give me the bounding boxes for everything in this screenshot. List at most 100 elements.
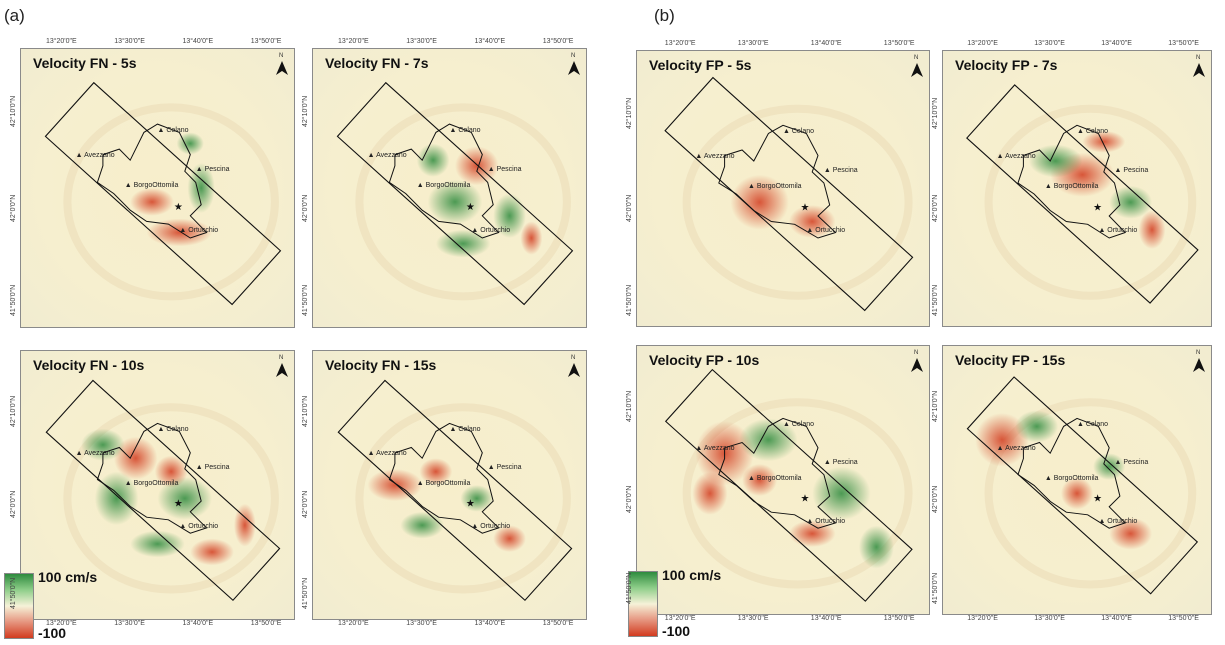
- negative-velocity-patch: [692, 471, 728, 515]
- place-label-celano: ▲ Celano: [157, 426, 189, 434]
- longitude-tick-label: 13°30'0"E: [737, 40, 769, 47]
- negative-velocity-patch: [1082, 130, 1126, 153]
- longitude-tick-label: 13°40'0"E: [1101, 615, 1132, 622]
- longitude-tick-label: 13°50'0"E: [250, 38, 282, 45]
- north-arrow-icon: N: [911, 350, 923, 374]
- longitude-tick-label: 13°20'0"E: [45, 38, 77, 45]
- positive-velocity-patch: [427, 179, 483, 225]
- epicenter-star-icon: ★: [466, 202, 475, 213]
- fucino-basin-outline: [718, 417, 837, 529]
- place-label-avezzano: ▲ Avezzano: [75, 450, 115, 458]
- place-label-pescina: ▲ Pescina: [823, 458, 858, 466]
- velocity-field-map: ★: [966, 376, 1199, 595]
- place-label-borgo: ▲ BorgoOttomila: [747, 474, 802, 482]
- negative-velocity-patch: [1060, 477, 1094, 510]
- place-label-pescina: ▲ Pescina: [1114, 166, 1149, 174]
- place-label-celano: ▲ Celano: [1077, 128, 1109, 135]
- longitude-tick-label: 13°20'0"E: [664, 615, 696, 622]
- fault-plane-rectangle: [966, 84, 1199, 304]
- longitude-tick-label: 13°50'0"E: [1168, 40, 1199, 47]
- negative-velocity-patch: [742, 463, 778, 497]
- map-panel-fp7: ★ Velocity FP - 7s N ▲ Celano ▲ Avezzano ▲ Pe…: [942, 50, 1212, 327]
- fucino-basin-outline: [1017, 417, 1127, 529]
- north-arrow-icon: N: [911, 55, 923, 79]
- velocity-field-map: ★: [336, 81, 574, 306]
- positive-velocity-patch: [858, 525, 894, 569]
- negative-velocity-patch: [233, 503, 256, 547]
- positive-velocity-patch: [812, 466, 871, 521]
- place-label-celano: ▲ Celano: [783, 421, 815, 429]
- positive-velocity-patch: [130, 530, 185, 558]
- place-label-ortucchio: ▲ Ortucchio: [806, 227, 846, 234]
- negative-velocity-patch: [419, 458, 453, 485]
- positive-velocity-patch: [739, 418, 798, 462]
- longitude-tick-label: 13°20'0"E: [45, 620, 77, 627]
- legend-min-label: -100: [38, 625, 67, 641]
- panel-title: Velocity FP - 7s: [955, 57, 1058, 73]
- positive-velocity-patch: [416, 143, 450, 177]
- legend-max-label: 100 cm/s: [38, 569, 98, 585]
- latitude-tick-label: 41°50'0"N: [302, 578, 309, 610]
- place-label-borgo: ▲ BorgoOttomila: [416, 479, 471, 487]
- negative-velocity-patch: [367, 468, 423, 502]
- place-label-borgo: ▲ BorgoOttomila: [1044, 474, 1099, 482]
- longitude-tick-label: 13°20'0"E: [664, 40, 696, 47]
- place-label-borgo: ▲ BorgoOttomila: [416, 182, 471, 190]
- place-label-avezzano: ▲ Avezzano: [75, 151, 115, 159]
- longitude-tick-label: 13°20'0"E: [337, 620, 369, 627]
- latitude-tick-label: 42°10'0"N: [10, 395, 17, 427]
- negative-velocity-patch: [454, 146, 499, 186]
- epicenter-star-icon: ★: [1093, 203, 1102, 214]
- legend-max-label: 100 cm/s: [662, 567, 722, 583]
- longitude-tick-label: 13°40'0"E: [810, 40, 842, 47]
- latitude-tick-label: 42°0'0"N: [626, 194, 633, 222]
- longitude-tick-label: 13°50'0"E: [542, 620, 574, 627]
- place-label-ortucchio: ▲ Ortucchio: [471, 226, 511, 234]
- negative-velocity-patch: [113, 436, 158, 480]
- place-label-ortucchio: ▲ Ortucchio: [179, 226, 219, 234]
- latitude-tick-label: 42°10'0"N: [932, 390, 939, 422]
- velocity-field-map: ★: [44, 81, 282, 306]
- longitude-tick-label: 13°20'0"E: [967, 40, 998, 47]
- velocity-field-map: ★: [45, 379, 281, 602]
- place-label-celano: ▲ Celano: [783, 128, 815, 135]
- fucino-basin-outline: [718, 124, 837, 239]
- place-label-pescina: ▲ Pescina: [823, 166, 858, 174]
- latitude-tick-label: 41°50'0"N: [10, 578, 17, 610]
- fucino-basin-outline: [96, 422, 208, 534]
- positive-velocity-patch: [1015, 410, 1059, 443]
- latitude-tick-label: 41°50'0"N: [10, 285, 17, 317]
- longitude-tick-label: 13°30'0"E: [114, 620, 145, 627]
- fucino-basin-outline: [388, 123, 500, 239]
- latitude-tick-label: 42°0'0"N: [10, 490, 17, 519]
- latitude-tick-label: 42°0'0"N: [932, 194, 939, 222]
- place-label-pescina: ▲ Pescina: [487, 165, 522, 173]
- latitude-tick-label: 42°0'0"N: [10, 194, 17, 222]
- positive-velocity-patch: [187, 162, 215, 214]
- north-arrow-icon: N: [276, 53, 288, 77]
- positive-velocity-patch: [493, 193, 526, 239]
- longitude-tick-label: 13°20'0"E: [337, 38, 369, 45]
- place-label-celano: ▲ Celano: [449, 426, 481, 434]
- fault-plane-rectangle: [44, 81, 282, 306]
- place-label-borgo: ▲ BorgoOttomila: [124, 479, 179, 487]
- wavefront-ring: [682, 398, 913, 589]
- longitude-tick-label: 13°40'0"E: [182, 620, 214, 627]
- longitude-tick-label: 13°30'0"E: [406, 620, 437, 627]
- latitude-tick-label: 42°10'0"N: [932, 97, 939, 129]
- negative-velocity-patch: [493, 525, 526, 552]
- place-label-avezzano: ▲ Avezzano: [367, 151, 407, 159]
- positive-velocity-patch: [460, 485, 494, 512]
- positive-velocity-patch: [81, 428, 125, 461]
- epicenter-star-icon: ★: [466, 498, 475, 509]
- longitude-tick-label: 13°30'0"E: [1034, 615, 1065, 622]
- map-panel-fn10: ★ Velocity FN - 10s N ▲ Celano ▲ Avezzano ▲ P…: [20, 350, 295, 620]
- negative-velocity-patch: [730, 174, 789, 230]
- longitude-tick-label: 13°40'0"E: [474, 620, 506, 627]
- place-label-avezzano: ▲ Avezzano: [996, 152, 1036, 160]
- legend-colorbar: [628, 571, 658, 637]
- map-panel-fn7: ★ Velocity FN - 7s N ▲ Celano ▲ Avezzano ▲ Pe…: [312, 48, 587, 328]
- latitude-tick-label: 41°50'0"N: [302, 285, 309, 317]
- place-label-borgo: ▲ BorgoOttomila: [124, 182, 179, 190]
- velocity-field-map: ★: [664, 76, 914, 312]
